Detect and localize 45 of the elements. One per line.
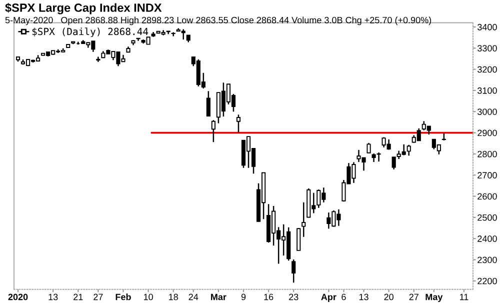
candlestick [236,114,241,133]
candlestick [296,227,301,252]
x-tick-label: 18 [169,294,178,300]
x-tick-label: 13 [48,294,58,300]
x-tick-label: Mar [211,294,226,300]
x-tick-label: 27 [409,294,418,300]
candlestick [206,90,210,118]
x-tick-label: 24 [188,294,198,300]
candlestick [406,144,411,156]
y-tick-label: 2900 [478,130,497,136]
candlestick [302,202,306,238]
y-tick-label: 2800 [478,150,497,158]
legend-label: $SPX (Daily) 2868.44 [32,28,148,38]
x-tick-label: 21 [74,294,83,300]
y-tick-label: 2200 [478,278,497,284]
x-tick-label: 16 [264,294,274,300]
y-tick-label: 3100 [478,87,497,94]
chart-title: $SPX Large Cap Index INDX [5,3,162,14]
candlestick [211,119,216,143]
x-tick-label: 9 [241,294,246,300]
y-tick-label: 3200 [478,66,497,73]
candlestick [366,142,371,154]
x-tick-label: 10 [144,294,153,300]
y-tick-label: 2500 [478,214,497,221]
y-tick-label: 3000 [478,108,497,115]
x-tick-label: 6 [342,294,346,300]
x-tick-label: 20 [384,294,394,300]
y-tick-label: 3300 [478,45,497,52]
candlestick [171,32,176,37]
x-tick-label: 23 [289,294,298,300]
y-tick-label: 2600 [478,193,497,200]
x-tick-label: 2020 [8,294,28,300]
x-tick-label: 27 [94,294,103,300]
y-tick-label: 2400 [478,236,497,242]
y-tick-label: 3400 [478,24,497,30]
y-tick-label: 2700 [478,172,497,178]
x-tick-label: May [426,294,443,302]
x-tick-label: 11 [460,294,468,300]
y-tick-label: 2300 [478,256,497,264]
candlestick [292,258,296,284]
candlestick [376,152,381,162]
chart-subtitle: 5-May-2020 Open 2868.88 High 2898.23 Low 2863.55 Close 2868.44 Volume 3.0B Chg +25.70 (+0.90%) [5,16,432,26]
x-tick-label: Apr [321,294,336,302]
x-tick-label: 13 [359,294,368,300]
x-tick-label: Feb [116,294,131,300]
